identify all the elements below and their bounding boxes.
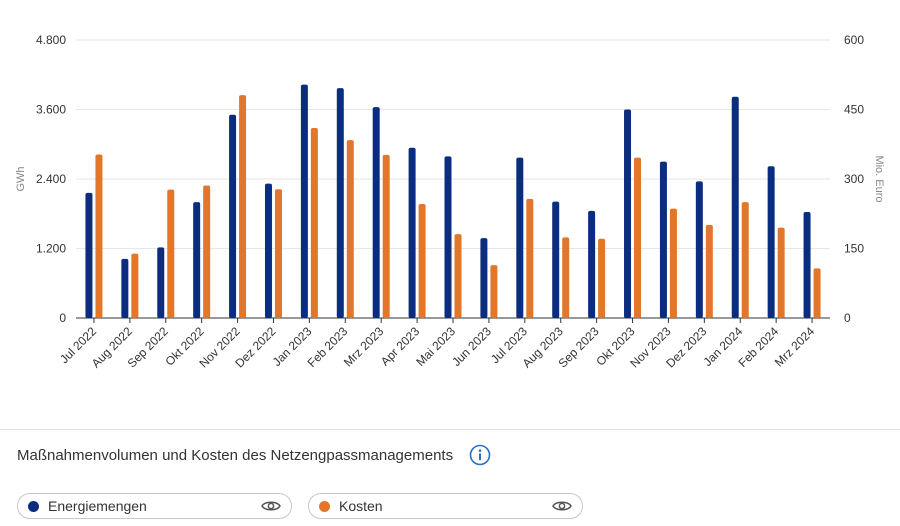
bar-energiemengen-jun-2023 (480, 238, 488, 318)
bar-energiemengen-dez-2022 (264, 183, 272, 318)
x-tick-label: Mrz 2024 (772, 324, 818, 370)
y-left-tick-label: 0 (59, 311, 66, 325)
bar-kosten-sep-2023 (598, 238, 606, 318)
bar-energiemengen-jan-2023 (300, 84, 308, 319)
bar-kosten-okt-2023 (634, 157, 642, 318)
bar-kosten-dez-2022 (274, 189, 282, 318)
y-left-axis-title: GWh (15, 166, 27, 191)
y-left-tick-label: 2.400 (36, 172, 66, 186)
x-tick-label: Mrz 2023 (341, 324, 387, 370)
bar-kosten-okt-2022 (203, 185, 211, 318)
bar-energiemengen-feb-2024 (767, 166, 775, 318)
bar-kosten-jul-2022 (95, 154, 103, 318)
bar-kosten-dez-2023 (705, 224, 713, 318)
bar-kosten-feb-2024 (777, 227, 785, 318)
bar-energiemengen-mai-2023 (444, 156, 452, 318)
bar-kosten-apr-2023 (418, 204, 426, 318)
bar-kosten-aug-2023 (562, 237, 570, 318)
y-left-tick-label: 3.600 (36, 103, 66, 117)
chart-caption-text: Maßnahmenvolumen und Kosten des Netzengp… (17, 446, 454, 464)
y-right-tick-label: 300 (844, 172, 864, 186)
chart-caption: Maßnahmenvolumen und Kosten des Netzengp… (17, 444, 491, 466)
bar-kosten-nov-2022 (239, 95, 247, 319)
bar-energiemengen-aug-2023 (552, 201, 560, 318)
y-right-axis-title: Mio. Euro (873, 155, 885, 202)
legend-color-dot (319, 500, 330, 512)
bar-kosten-mrz-2024 (813, 268, 821, 318)
eye-icon[interactable] (552, 499, 572, 513)
info-circle-icon[interactable] (469, 444, 491, 466)
bar-kosten-feb-2023 (346, 140, 354, 318)
bar-kosten-jan-2023 (310, 128, 318, 318)
bar-energiemengen-jan-2024 (731, 96, 739, 318)
bar-energiemengen-nov-2023 (659, 161, 667, 318)
divider (0, 429, 900, 430)
y-right-tick-label: 450 (844, 103, 864, 117)
y-right-tick-label: 150 (844, 242, 864, 256)
legend-item-kosten[interactable]: Kosten (308, 493, 583, 519)
bar-energiemengen-mrz-2024 (803, 212, 811, 318)
bar-kosten-jan-2024 (741, 202, 749, 318)
bar-energiemengen-nov-2022 (229, 114, 237, 319)
eye-icon[interactable] (261, 499, 281, 513)
y-right-tick-label: 600 (844, 33, 864, 47)
bar-energiemengen-okt-2023 (624, 109, 632, 318)
legend-label: Energiemengen (48, 498, 147, 514)
bar-energiemengen-mrz-2023 (372, 107, 380, 318)
bar-energiemengen-sep-2022 (157, 247, 165, 318)
bar-kosten-nov-2023 (669, 208, 677, 318)
bar-energiemengen-dez-2023 (695, 181, 703, 318)
bar-kosten-sep-2022 (167, 189, 175, 318)
bar-kosten-jun-2023 (490, 265, 498, 318)
bar-energiemengen-aug-2022 (121, 258, 129, 318)
bar-kosten-mrz-2023 (382, 154, 390, 318)
bar-energiemengen-apr-2023 (408, 147, 416, 318)
x-tick-label: Jun 2023 (449, 324, 494, 369)
chart: 0 1.200 2.400 3.600 4.800 0 150 300 450 600 GWh Mio… (15, 33, 885, 370)
bar-energiemengen-feb-2023 (336, 88, 344, 318)
bar-kosten-mai-2023 (454, 234, 462, 318)
legend-item-energiemengen[interactable]: Energiemengen (17, 493, 292, 519)
bar-energiemengen-jul-2023 (516, 157, 524, 318)
bar-energiemengen-sep-2023 (588, 210, 596, 318)
bar-energiemengen-jul-2022 (85, 192, 93, 318)
legend-label: Kosten (339, 498, 383, 514)
y-left-tick-label: 1.200 (36, 242, 66, 256)
bar-kosten-jul-2023 (526, 198, 534, 318)
legend-color-dot (28, 500, 39, 512)
bar-energiemengen-okt-2022 (193, 202, 201, 318)
bar-kosten-aug-2022 (131, 253, 139, 318)
y-right-tick-label: 0 (844, 311, 851, 325)
y-left-tick-label: 4.800 (36, 33, 66, 47)
